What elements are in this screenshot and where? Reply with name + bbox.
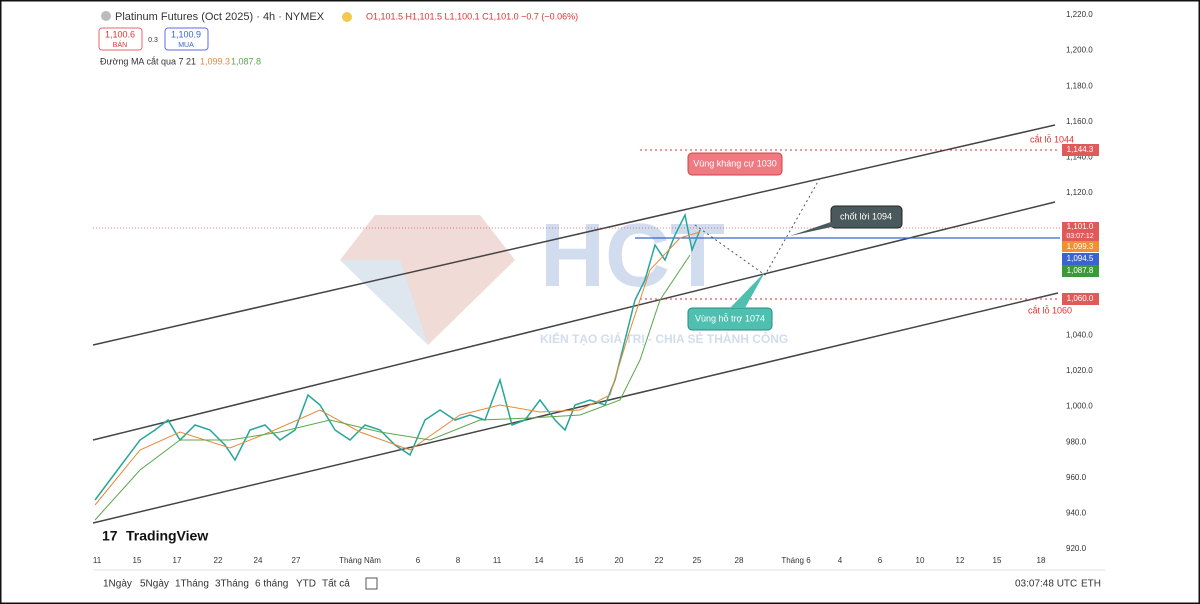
price-tag — [1062, 265, 1099, 277]
annotation-pointer — [730, 272, 765, 308]
date-label: 18 — [1037, 556, 1046, 565]
price-label: 920.0 — [1066, 544, 1087, 553]
price-label: 1,140.0 — [1066, 153, 1093, 162]
spread: 0.3 — [148, 37, 158, 44]
date-label: 17 — [173, 556, 182, 565]
date-label: 4 — [838, 556, 843, 565]
watermark-logo: HCT KIẾN TẠO GIÁ TRỊ - CHIA SẺ THÀNH CÔN… — [340, 206, 788, 346]
price-tag-text: 1,099.3 — [1067, 242, 1094, 251]
watermark-slogan: KIẾN TẠO GIÁ TRỊ - CHIA SẺ THÀNH CÔNG — [540, 331, 788, 346]
date-label: 22 — [655, 556, 664, 565]
date-label: 12 — [956, 556, 965, 565]
sell-price: 1,100.6 — [105, 29, 135, 39]
date-label: 20 — [615, 556, 624, 565]
annotation-box — [830, 205, 903, 229]
logo[interactable]: TradingView — [126, 528, 208, 544]
countdown: 03:07:12 — [1066, 233, 1093, 240]
price-label: 1,120.0 — [1066, 188, 1093, 197]
buy-label: MUA — [178, 42, 194, 49]
price-label: 960.0 — [1066, 473, 1087, 482]
price-label: 1,000.0 — [1066, 402, 1093, 411]
annotation: cắt lỗ 1044 — [1030, 134, 1074, 144]
indicator: Đường MA cắt qua 7 21 — [100, 56, 196, 66]
annotation: Vùng kháng cự 1030 — [693, 158, 777, 168]
buy-button[interactable] — [164, 27, 209, 51]
price-label: 1,220.0 — [1066, 10, 1093, 19]
date-label: 16 — [575, 556, 584, 565]
date-label: 15 — [993, 556, 1002, 565]
ma-slow-value: 1,087.8 — [231, 56, 261, 66]
date-label: 24 — [254, 556, 263, 565]
date-axis: 11 15 17 22 24 27 Tháng Năm 6 8 11 14 16 20 22 25 28 Thá… — [93, 556, 1046, 565]
clock: 03:07:48 UTC — [1015, 579, 1077, 590]
annotation: cắt lỗ 1060 — [1028, 305, 1072, 315]
price-path — [94, 212, 701, 501]
price-tag — [1062, 293, 1099, 305]
date-label: Tháng 6 — [781, 556, 811, 565]
range-button[interactable]: 3Tháng — [215, 579, 249, 590]
annotation: chốt lời 1094 — [840, 211, 892, 221]
status-dot — [342, 12, 352, 22]
sell-label: BÁN — [113, 40, 127, 49]
ma-fast-line — [94, 231, 701, 506]
price-tag-text: 1,060.0 — [1067, 294, 1094, 303]
date-label: 10 — [916, 556, 925, 565]
channel-lower — [92, 292, 1059, 524]
price-tag — [1062, 222, 1099, 241]
date-label: 27 — [292, 556, 301, 565]
price-label: 1,200.0 — [1066, 46, 1093, 55]
price-label: 1,180.0 — [1066, 81, 1093, 90]
date-label: 15 — [133, 556, 142, 565]
date-label: 28 — [735, 556, 744, 565]
ma-fast-value: 1,099.3 — [200, 56, 230, 66]
date-label: 6 — [878, 556, 883, 565]
price-tag-text: 1,101.0 — [1067, 222, 1094, 231]
date-label: Tháng Năm — [339, 556, 381, 565]
channel-middle — [92, 201, 1056, 441]
date-label: 11 — [493, 556, 502, 565]
price-tag — [1062, 253, 1099, 265]
annotation-box — [687, 152, 783, 176]
price-label: 1,040.0 — [1066, 331, 1093, 340]
range-button[interactable]: 5Ngày — [140, 579, 169, 590]
range-button[interactable]: 6 tháng — [255, 579, 288, 590]
date-label: 8 — [456, 556, 461, 565]
session[interactable]: ETH — [1081, 579, 1101, 590]
date-label: 14 — [535, 556, 544, 565]
price-tag-text: 1,144.3 — [1067, 145, 1094, 154]
date-label: 22 — [214, 556, 223, 565]
range-button[interactable]: 1Ngày — [103, 579, 132, 590]
annotation: Vùng hỗ trợ 1074 — [695, 313, 765, 323]
price-tag — [1062, 144, 1099, 156]
calendar-icon[interactable] — [365, 577, 378, 590]
price-label: 980.0 — [1066, 437, 1087, 446]
price-label: 1,160.0 — [1066, 117, 1093, 126]
watermark-text: HCT — [540, 206, 725, 306]
price-tag — [1062, 241, 1099, 252]
symbol[interactable]: Platinum Futures (Oct 2025) · 4h · NYMEX — [115, 11, 325, 23]
buy-price: 1,100.9 — [171, 29, 201, 39]
ohlc: O1,101.5 H1,101.5 L1,100.1 C1,101.0 −0.7… — [366, 11, 578, 21]
projection — [694, 177, 821, 276]
date-label: 11 — [93, 556, 102, 565]
range-toolbar: 1Ngày 5Ngày 1Tháng 3Tháng 6 tháng YTD Tất cả — [103, 578, 350, 590]
range-button[interactable]: 1Tháng — [175, 579, 209, 590]
price-tag-text: 1,094.5 — [1067, 254, 1094, 263]
annotation-pointer — [790, 222, 836, 236]
price-label: 1,020.0 — [1066, 366, 1093, 375]
date-label: 25 — [693, 556, 702, 565]
channel-upper — [92, 124, 1056, 346]
price-tag-text: 1,087.8 — [1067, 266, 1094, 275]
sell-button[interactable] — [98, 27, 143, 51]
logo-mark: 17 — [102, 528, 118, 544]
ma-slow-line — [94, 254, 691, 521]
price-label: 940.0 — [1066, 509, 1087, 518]
range-button[interactable]: Tất cả — [322, 578, 350, 590]
symbol-icon — [101, 11, 111, 21]
date-label: 6 — [416, 556, 421, 565]
range-button[interactable]: YTD — [296, 579, 316, 590]
